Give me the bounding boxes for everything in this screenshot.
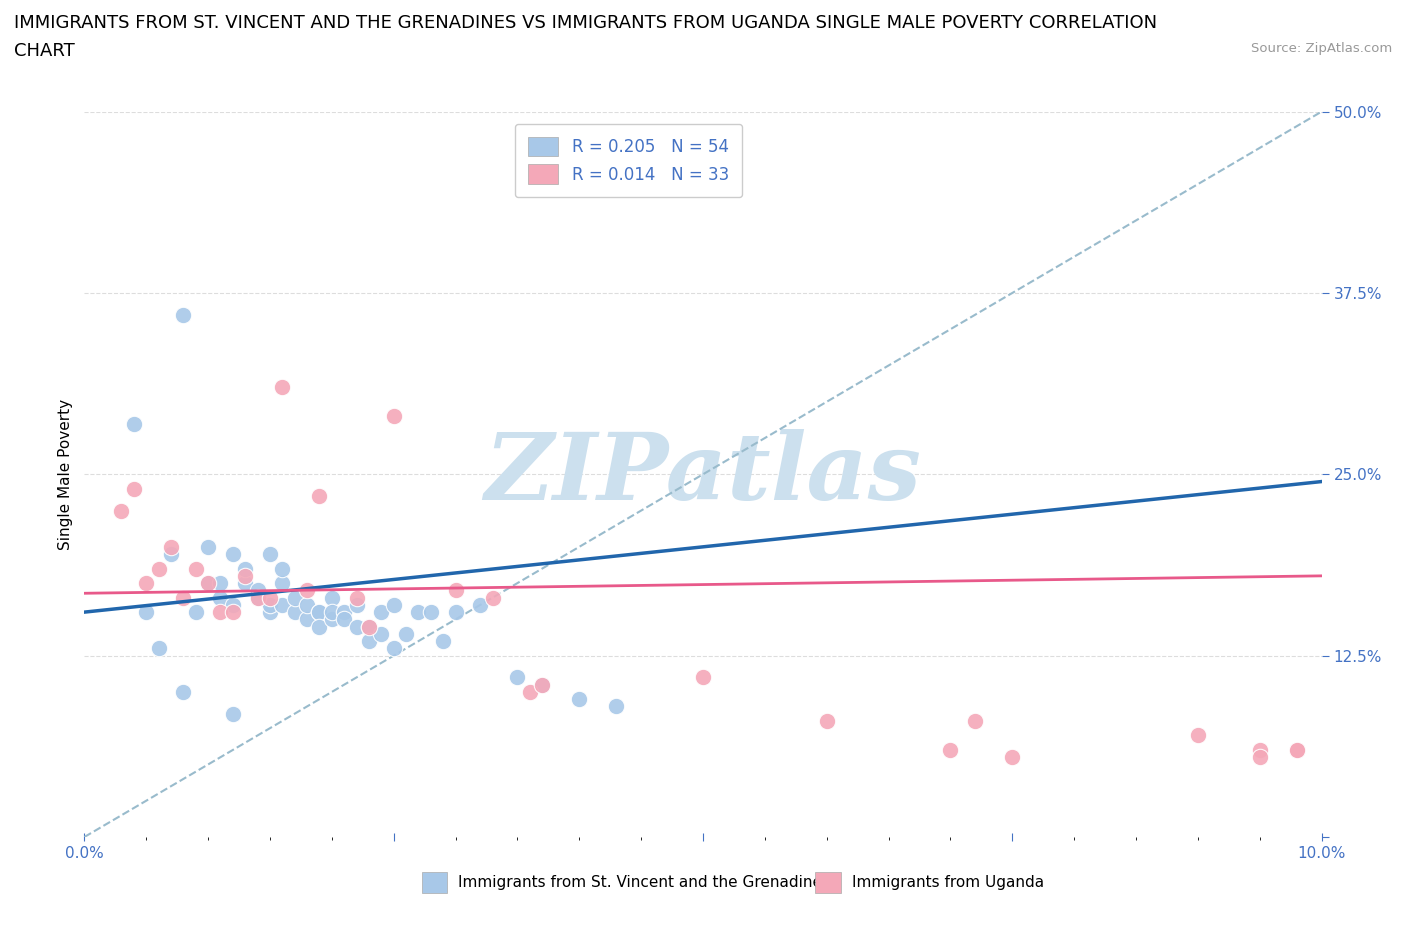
Point: [271, 379, 294, 394]
Text: Immigrants from Uganda: Immigrants from Uganda: [852, 875, 1045, 890]
Point: [382, 409, 405, 424]
Point: [382, 641, 405, 656]
Point: [209, 591, 232, 605]
Point: [1249, 750, 1271, 764]
Point: [308, 604, 330, 619]
Point: [481, 591, 503, 605]
Text: Immigrants from St. Vincent and the Grenadines: Immigrants from St. Vincent and the Gren…: [458, 875, 831, 890]
Point: [122, 416, 145, 431]
Point: [184, 561, 207, 576]
Point: [172, 307, 194, 322]
Point: [531, 677, 554, 692]
Point: [519, 684, 541, 699]
Point: [246, 583, 269, 598]
Point: [370, 604, 392, 619]
Point: [333, 612, 356, 627]
Point: [295, 612, 318, 627]
Point: [357, 619, 380, 634]
Point: [444, 604, 467, 619]
Text: Source: ZipAtlas.com: Source: ZipAtlas.com: [1251, 42, 1392, 55]
Point: [939, 742, 962, 757]
Point: [197, 576, 219, 591]
Point: [531, 677, 554, 692]
Point: [246, 591, 269, 605]
Point: [284, 591, 307, 605]
Point: [346, 597, 368, 612]
Point: [444, 583, 467, 598]
Point: [295, 583, 318, 598]
Point: [259, 597, 281, 612]
Point: [271, 597, 294, 612]
Point: [470, 597, 492, 612]
Point: [1187, 728, 1209, 743]
Point: [135, 576, 157, 591]
Point: [1285, 742, 1308, 757]
Point: [197, 539, 219, 554]
Point: [172, 591, 194, 605]
Point: [222, 706, 245, 721]
Point: [233, 576, 256, 591]
Point: [172, 684, 194, 699]
Point: [432, 633, 454, 648]
Point: [160, 539, 183, 554]
Point: [605, 699, 627, 714]
Text: ZIPatlas: ZIPatlas: [485, 430, 921, 519]
Point: [382, 597, 405, 612]
Point: [233, 561, 256, 576]
Text: CHART: CHART: [14, 42, 75, 60]
Point: [333, 604, 356, 619]
Point: [308, 604, 330, 619]
Point: [1249, 742, 1271, 757]
Point: [209, 576, 232, 591]
Point: [506, 670, 529, 684]
Point: [259, 604, 281, 619]
Point: [160, 547, 183, 562]
Point: [122, 482, 145, 497]
Point: [284, 604, 307, 619]
Point: [321, 612, 343, 627]
Y-axis label: Single Male Poverty: Single Male Poverty: [58, 399, 73, 550]
Point: [346, 619, 368, 634]
Point: [222, 604, 245, 619]
Point: [197, 576, 219, 591]
Point: [233, 568, 256, 583]
Point: [965, 713, 987, 728]
Point: [222, 597, 245, 612]
Point: [135, 604, 157, 619]
Point: [259, 547, 281, 562]
Point: [321, 604, 343, 619]
Point: [308, 619, 330, 634]
Point: [209, 604, 232, 619]
Point: [259, 591, 281, 605]
Point: [395, 627, 418, 642]
Point: [295, 597, 318, 612]
Point: [370, 627, 392, 642]
Legend: R = 0.205   N = 54, R = 0.014   N = 33: R = 0.205 N = 54, R = 0.014 N = 33: [515, 124, 742, 197]
Point: [271, 561, 294, 576]
Point: [408, 604, 430, 619]
Point: [815, 713, 838, 728]
Point: [692, 670, 714, 684]
Point: [357, 619, 380, 634]
Point: [321, 591, 343, 605]
Point: [308, 488, 330, 503]
Point: [246, 591, 269, 605]
Point: [357, 633, 380, 648]
Point: [568, 692, 591, 707]
Point: [148, 641, 170, 656]
Point: [271, 576, 294, 591]
Text: IMMIGRANTS FROM ST. VINCENT AND THE GRENADINES VS IMMIGRANTS FROM UGANDA SINGLE : IMMIGRANTS FROM ST. VINCENT AND THE GREN…: [14, 14, 1157, 32]
Point: [1285, 742, 1308, 757]
Point: [184, 604, 207, 619]
Point: [148, 561, 170, 576]
Point: [419, 604, 441, 619]
Point: [346, 591, 368, 605]
Point: [222, 547, 245, 562]
Point: [110, 503, 132, 518]
Point: [1001, 750, 1024, 764]
